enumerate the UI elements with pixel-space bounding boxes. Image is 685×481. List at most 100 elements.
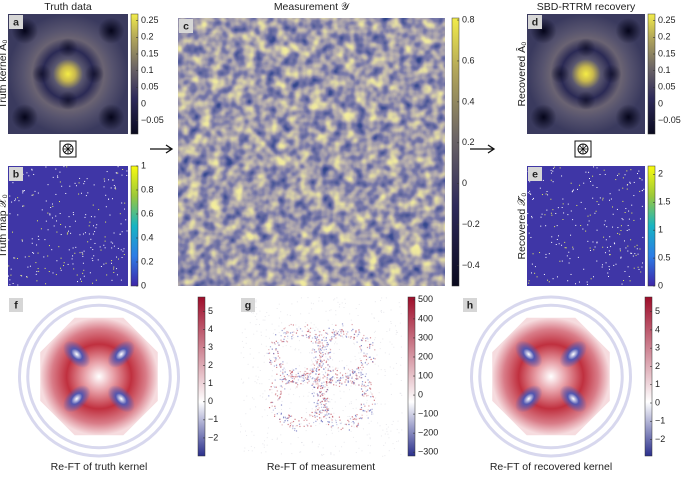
spike (68, 216, 70, 218)
ft-speck (337, 333, 339, 335)
ft-speck (297, 375, 299, 378)
ft-speck (326, 400, 328, 402)
ft-speck (369, 388, 372, 390)
spike (541, 213, 543, 215)
ft-speck (356, 335, 358, 337)
ft-speck (291, 453, 293, 455)
ft-speck (361, 363, 364, 365)
spike (8, 239, 10, 241)
ft-speck (260, 452, 262, 454)
ft-speck (331, 421, 333, 424)
ft-speck (300, 451, 302, 453)
ft-speck (265, 335, 267, 337)
spike (104, 180, 106, 182)
ft-speck (270, 386, 272, 388)
ft-speck (319, 379, 321, 381)
ft-speck (306, 336, 308, 339)
ft-speck (325, 360, 328, 362)
ft-speck (279, 397, 281, 399)
spike (580, 225, 582, 227)
ft-speck (369, 345, 371, 347)
spike (28, 175, 30, 177)
ft-speck (363, 395, 365, 397)
colorbar-tick-label: 0.1 (658, 65, 671, 75)
ft-speck (370, 392, 372, 394)
spike (619, 248, 621, 250)
ft-speck (318, 369, 320, 371)
spike (633, 267, 635, 269)
ft-speck (399, 322, 401, 324)
ft-speck (384, 455, 386, 457)
spike (572, 246, 574, 248)
ft-speck (360, 351, 362, 353)
ft-speck (297, 379, 299, 381)
ft-speck (366, 411, 368, 413)
ft-speck (296, 329, 299, 332)
ft-speck (308, 329, 310, 331)
ft-speck (347, 380, 349, 382)
ft-speck (318, 365, 321, 367)
ft-speck (320, 406, 323, 408)
colorbar-tick-label: 0 (658, 98, 663, 108)
ft-speck (350, 319, 352, 321)
ft-speck (282, 340, 284, 343)
spike (583, 182, 585, 184)
spike (620, 230, 622, 232)
ft-speck (366, 337, 368, 339)
spike (570, 273, 572, 275)
ft-speck (321, 384, 323, 387)
ft-speck (300, 376, 302, 378)
panel-letter-box (241, 298, 255, 312)
colorbar-tick-label: 2 (655, 361, 660, 371)
spike (561, 207, 563, 209)
ft-speck (391, 424, 393, 426)
spike (562, 198, 564, 200)
colorbar-tick-label: −1 (655, 416, 665, 426)
ft-speck (365, 340, 367, 342)
ft-speck (353, 338, 355, 340)
ft-speck (307, 378, 309, 380)
ft-speck (353, 426, 355, 428)
ft-speck (335, 330, 337, 332)
panel-letter-box (9, 298, 23, 312)
ft-speck (298, 365, 300, 367)
ft-speck (279, 374, 282, 377)
ft-speck (349, 313, 351, 315)
ft-speck (342, 330, 344, 332)
spike (572, 189, 574, 191)
ft-speck (263, 355, 265, 357)
spike (121, 257, 123, 259)
ft-speck (357, 378, 359, 380)
spike (9, 213, 11, 215)
ft-speck (335, 314, 337, 316)
ft-speck (350, 403, 352, 405)
spike (105, 194, 107, 196)
spike (596, 186, 598, 188)
spike (117, 166, 119, 168)
spike (587, 224, 589, 226)
dark-spot (58, 38, 78, 58)
ft-speck (326, 376, 328, 379)
spike (74, 220, 76, 222)
spike (548, 281, 550, 283)
spike (84, 180, 86, 182)
ft-speck (360, 404, 362, 406)
ft-speck (389, 328, 391, 330)
spike (27, 266, 29, 268)
ft-speck (321, 454, 323, 456)
ft-speck (304, 377, 307, 379)
sparse-map (8, 166, 128, 286)
ft-speck (319, 411, 321, 413)
ft-speck (283, 340, 285, 343)
ft-speck (324, 394, 326, 396)
ft-speck (353, 333, 355, 335)
ft-speck (390, 309, 392, 311)
ft-speck (319, 410, 321, 412)
ft-speck (318, 348, 320, 350)
ft-speck (255, 301, 257, 303)
ft-speck (333, 331, 335, 333)
ft-speck (315, 368, 318, 370)
ft-speck (323, 339, 326, 342)
colorbar-tick-label: 3 (208, 342, 213, 352)
ft-speck (319, 391, 322, 394)
